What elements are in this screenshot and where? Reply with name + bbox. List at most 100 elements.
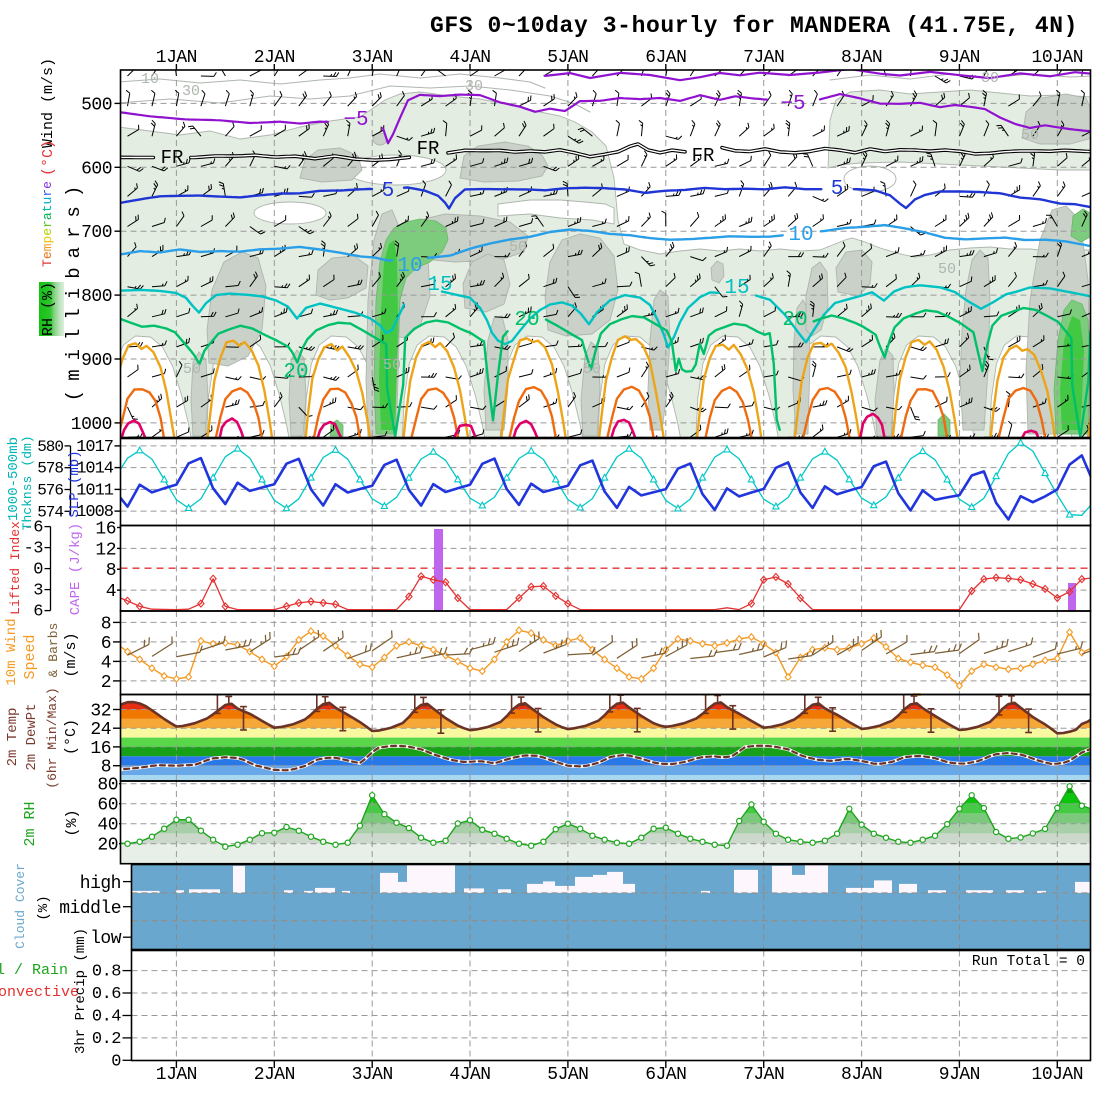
svg-text:−5: −5 — [780, 93, 805, 116]
svg-text:high: high — [80, 874, 121, 894]
svg-text:50: 50 — [583, 361, 601, 378]
svg-text:(millibars): (millibars) — [63, 177, 85, 401]
svg-text:10JAN: 10JAN — [1032, 1065, 1084, 1085]
svg-text:20: 20 — [97, 836, 118, 856]
svg-text:9JAN: 9JAN — [939, 1065, 980, 1085]
svg-text:40: 40 — [97, 816, 118, 836]
svg-text:3hr Precip (mm): 3hr Precip (mm) — [73, 928, 89, 1054]
svg-text:Thcknss: Thcknss — [20, 476, 35, 531]
svg-text:1000: 1000 — [71, 415, 112, 435]
svg-text:20: 20 — [514, 309, 539, 332]
svg-text:1000-500mb: 1000-500mb — [6, 437, 22, 521]
svg-text:12: 12 — [95, 540, 116, 560]
svg-text:10: 10 — [397, 255, 422, 278]
svg-text:Lifted Index: Lifted Index — [8, 521, 23, 615]
svg-text:5: 5 — [382, 180, 395, 203]
svg-text:CAPE (J/kg): CAPE (J/kg) — [68, 523, 84, 615]
svg-text:30: 30 — [182, 83, 200, 100]
svg-text:80: 80 — [97, 776, 118, 796]
svg-text:800: 800 — [81, 287, 112, 307]
svg-text:0: 0 — [111, 1052, 121, 1071]
svg-text:574: 574 — [37, 503, 63, 521]
svg-text:(°C): (°C) — [40, 140, 57, 176]
svg-text:& Barbs: & Barbs — [46, 623, 61, 678]
svg-text:6JAN: 6JAN — [645, 48, 686, 68]
svg-text:Cloud Cover: Cloud Cover — [13, 863, 28, 949]
svg-text:15: 15 — [427, 274, 452, 297]
svg-text:SLP (mb): SLP (mb) — [67, 450, 83, 517]
svg-text:−5: −5 — [343, 109, 368, 132]
svg-text:9JAN: 9JAN — [939, 48, 980, 68]
svg-text:30: 30 — [465, 78, 483, 95]
svg-text:24: 24 — [90, 720, 111, 740]
svg-text:10: 10 — [788, 224, 813, 247]
svg-text:578: 578 — [37, 460, 63, 478]
svg-text:2m Temp: 2m Temp — [5, 708, 21, 767]
svg-text:16: 16 — [95, 520, 116, 540]
svg-text:1JAN: 1JAN — [156, 1065, 197, 1085]
svg-text:15: 15 — [724, 277, 749, 300]
svg-text:60: 60 — [97, 796, 118, 816]
svg-text:50: 50 — [938, 261, 956, 278]
svg-text:50: 50 — [183, 361, 201, 378]
svg-text:30: 30 — [981, 70, 999, 87]
svg-text:7JAN: 7JAN — [743, 1065, 784, 1085]
svg-text:2: 2 — [101, 673, 111, 693]
svg-text:middle: middle — [59, 899, 121, 919]
svg-text:Convective: Convective — [0, 984, 79, 1001]
svg-text:0.6: 0.6 — [92, 985, 121, 1004]
svg-text:600: 600 — [81, 159, 112, 179]
svg-text:(m/s): (m/s) — [63, 632, 80, 677]
svg-text:(%): (%) — [64, 809, 81, 836]
svg-text:8JAN: 8JAN — [841, 1065, 882, 1085]
svg-text:2m DewPt: 2m DewPt — [24, 703, 40, 770]
svg-text:FR: FR — [161, 147, 184, 169]
svg-text:8: 8 — [101, 758, 111, 778]
svg-text:16: 16 — [90, 739, 111, 759]
svg-text:0.4: 0.4 — [92, 1008, 121, 1027]
svg-text:2JAN: 2JAN — [254, 48, 295, 68]
svg-text:32: 32 — [90, 702, 111, 722]
svg-text:Wind (m/s): Wind (m/s) — [40, 58, 57, 148]
svg-text:7JAN: 7JAN — [743, 48, 784, 68]
svg-text:low: low — [90, 929, 122, 949]
svg-text:10m Wind: 10m Wind — [4, 618, 20, 685]
svg-text:6: 6 — [101, 634, 111, 654]
svg-text:1014: 1014 — [76, 460, 114, 479]
svg-text:6JAN: 6JAN — [645, 1065, 686, 1085]
svg-text:20: 20 — [283, 361, 308, 384]
svg-text:5: 5 — [831, 178, 844, 201]
svg-text:576: 576 — [37, 482, 63, 500]
svg-text:2m RH: 2m RH — [22, 801, 39, 846]
svg-text:6: 6 — [33, 603, 43, 622]
svg-text:1011: 1011 — [76, 481, 114, 500]
svg-text:10: 10 — [141, 71, 159, 88]
svg-text:0.2: 0.2 — [92, 1030, 121, 1049]
svg-text:-6: -6 — [24, 519, 44, 538]
svg-text:900: 900 — [81, 351, 112, 371]
svg-text:50: 50 — [509, 239, 527, 256]
svg-text:3: 3 — [33, 582, 43, 601]
svg-text:3JAN: 3JAN — [352, 1065, 393, 1085]
svg-text:50: 50 — [1021, 127, 1039, 144]
svg-text:1JAN: 1JAN — [156, 48, 197, 68]
svg-text:2JAN: 2JAN — [254, 1065, 295, 1085]
svg-text:500: 500 — [81, 95, 112, 115]
svg-text:4JAN: 4JAN — [449, 48, 490, 68]
svg-text:580: 580 — [37, 438, 63, 456]
svg-text:FR: FR — [692, 145, 715, 167]
svg-text:10JAN: 10JAN — [1032, 48, 1084, 68]
svg-text:Temperature: Temperature — [40, 181, 55, 267]
svg-text:Speed: Speed — [22, 634, 39, 679]
svg-text:700: 700 — [81, 223, 112, 243]
svg-text:FR: FR — [417, 138, 440, 160]
svg-text:0.8: 0.8 — [92, 963, 121, 982]
svg-text:3JAN: 3JAN — [352, 48, 393, 68]
svg-text:4: 4 — [106, 582, 116, 602]
svg-text:50: 50 — [383, 357, 401, 374]
svg-text:(6hr Min/Max): (6hr Min/Max) — [45, 687, 60, 788]
svg-text:(%): (%) — [36, 895, 52, 920]
svg-text:RH (%): RH (%) — [40, 282, 57, 336]
svg-text:5JAN: 5JAN — [547, 48, 588, 68]
svg-text:Run Total = 0: Run Total = 0 — [972, 954, 1085, 970]
